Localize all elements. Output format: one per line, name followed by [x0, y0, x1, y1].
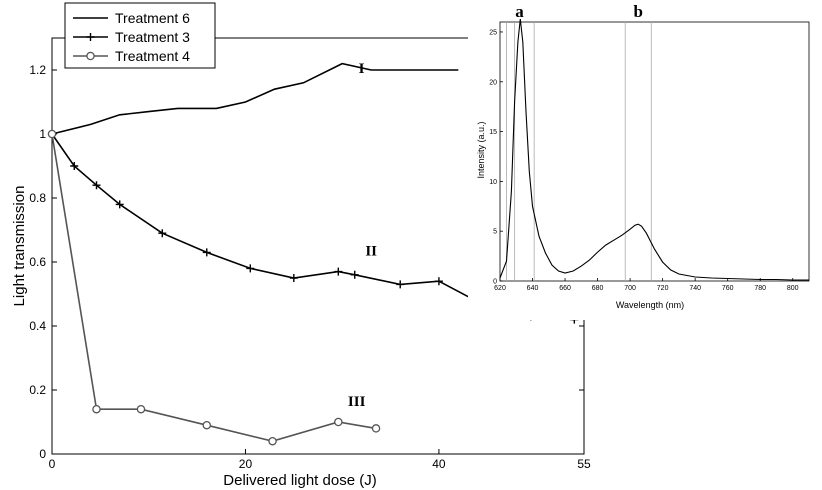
plus-marker — [289, 274, 298, 282]
legend: Treatment 6 Treatment 3 Treatment 4 — [64, 2, 216, 69]
curve-annotation: III — [348, 394, 366, 410]
main-y-tick-label: 0.8 — [29, 191, 46, 205]
plus-marker — [396, 280, 405, 289]
inset-chart: 0 5 10 15 20 25 620 640 660 680 700 720 740 760 780 80… — [468, 0, 822, 320]
circle-marker — [136, 404, 146, 414]
main-y-tick-label: 0.2 — [29, 383, 46, 397]
inset-x-tick-label: 800 — [787, 285, 799, 292]
peak-label: b — [634, 2, 643, 21]
main-y-tick-label: 0 — [39, 447, 46, 461]
main-x-tick-label: 0 — [49, 457, 56, 471]
peak-label: a — [515, 2, 524, 21]
plus-marker — [246, 264, 255, 273]
inset-y-tick-label: 5 — [493, 229, 497, 236]
main-y-tick-label: 0.4 — [29, 319, 46, 333]
legend-items: Treatment 6 Treatment 3 Treatment 4 — [73, 10, 190, 64]
inset-y-tick-label: 25 — [489, 29, 497, 36]
plus-marker — [115, 200, 124, 209]
plus-marker — [434, 277, 443, 286]
inset-vertical-lines — [506, 22, 652, 281]
circle-marker — [47, 129, 57, 139]
plus-marker — [350, 270, 359, 279]
inset-y-tick-label: 15 — [489, 129, 497, 136]
inset-x-tick-label: 640 — [527, 285, 539, 292]
main-y-tick-label: 0.6 — [29, 255, 46, 269]
main-x-tick-label: 20 — [239, 457, 253, 471]
inset-x-tick-label: 700 — [624, 285, 636, 292]
inset-series — [499, 18, 809, 281]
plus-marker — [92, 181, 101, 190]
main-series — [47, 62, 579, 446]
plus-marker — [158, 229, 167, 238]
plus-marker — [334, 267, 343, 276]
main-y-axis-label: Light transmission — [11, 186, 28, 307]
inset-y-ticks: 0 5 10 15 20 25 — [489, 29, 503, 286]
inset-y-tick-label: 0 — [493, 279, 497, 286]
inset-background — [468, 0, 822, 320]
main-x-axis-label: Delivered light dose (J) — [223, 472, 376, 489]
main-y-tick-label: 1.2 — [29, 63, 46, 77]
inset-x-tick-label: 740 — [689, 285, 701, 292]
main-x-tick-label: 55 — [577, 457, 591, 471]
legend-label: Treatment 4 — [115, 48, 190, 64]
inset-x-ticks: 620 640 660 680 700 720 740 760 780 800 — [494, 278, 799, 292]
inset-x-axis-label: Wavelength (nm) — [616, 300, 684, 310]
inset-x-tick-label: 660 — [559, 285, 571, 292]
legend-plus-marker — [86, 33, 95, 41]
plus-marker — [202, 248, 211, 257]
legend-circle-marker — [86, 51, 95, 61]
inset-x-tick-label: 680 — [592, 285, 604, 292]
main-x-tick-label: 40 — [432, 457, 446, 471]
series-line-1 — [51, 62, 459, 135]
curve-annotation: II — [365, 244, 377, 260]
circle-marker — [371, 424, 381, 433]
plus-marker — [70, 162, 79, 170]
spectrum-line — [499, 18, 809, 281]
circle-marker — [334, 417, 343, 427]
inset-x-tick-label: 760 — [722, 285, 734, 292]
legend-label: Treatment 3 — [115, 29, 190, 45]
circle-marker — [92, 404, 101, 414]
inset-x-tick-label: 780 — [754, 285, 766, 292]
main-x-ticks: 0 20 40 55 — [49, 449, 591, 471]
inset-y-axis-label: Intensity (a.u.) — [476, 121, 486, 178]
inset-y-tick-label: 20 — [489, 79, 497, 86]
curve-annotation: I — [359, 61, 365, 77]
inset-plot-frame — [499, 21, 810, 282]
inset-y-tick-label: 10 — [489, 179, 497, 186]
circle-marker — [202, 420, 212, 430]
inset-x-tick-label: 620 — [494, 285, 506, 292]
circle-marker — [268, 436, 277, 446]
inset-x-tick-label: 720 — [657, 285, 669, 292]
legend-label: Treatment 6 — [115, 10, 190, 26]
main-y-tick-label: 1 — [39, 127, 46, 141]
